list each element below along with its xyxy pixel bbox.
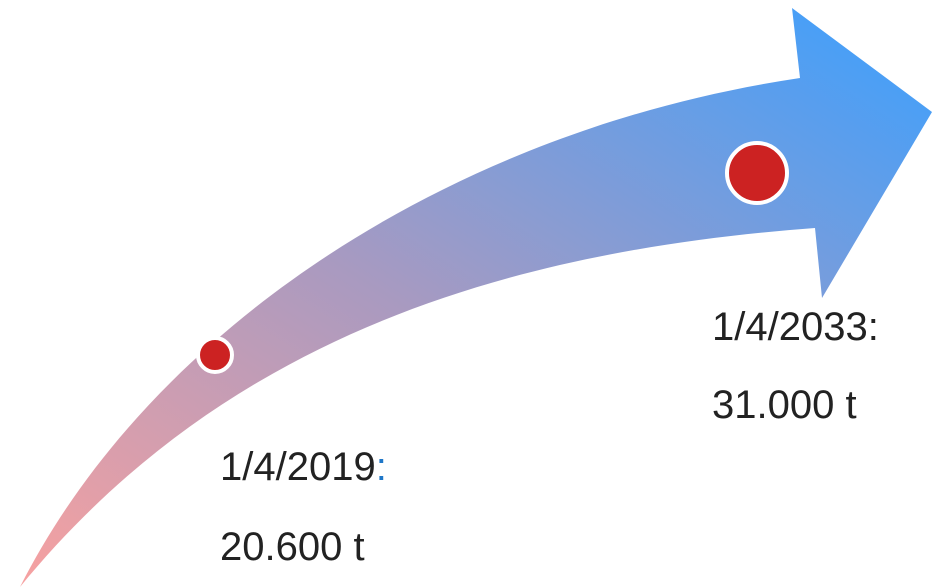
milestone-dot bbox=[196, 336, 234, 374]
date: 1/4/2019 bbox=[220, 445, 376, 489]
milestone-dot bbox=[725, 141, 789, 205]
separator: : bbox=[376, 445, 387, 489]
growth-arrow bbox=[20, 8, 932, 587]
separator: : bbox=[868, 305, 879, 349]
milestone-date: 1/4/2019: bbox=[220, 445, 387, 489]
milestone-date: 1/4/2033: bbox=[712, 305, 879, 349]
milestone-amount: 20.600 t bbox=[220, 525, 365, 569]
date: 1/4/2033 bbox=[712, 305, 868, 349]
milestone-amount: 31.000 t bbox=[712, 383, 857, 427]
